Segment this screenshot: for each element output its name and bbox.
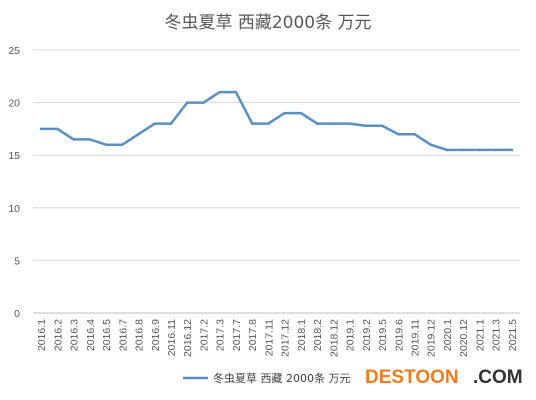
x-tick-label: 2017.11 [263, 319, 275, 356]
watermark: DESTOON .COM [365, 367, 523, 388]
x-tick-label: 2019.2 [361, 319, 373, 351]
x-tick-label: 2016.3 [69, 319, 81, 351]
watermark-destoon: DESTOON [365, 367, 459, 388]
data-point [348, 122, 351, 125]
y-tick-label: 20 [8, 98, 20, 110]
x-tick-label: 2021.5 [507, 319, 519, 351]
data-point [396, 132, 400, 136]
chart-title: 冬虫夏草 西藏2000条 万元 [164, 13, 371, 33]
x-tick-label: 2017.3 [215, 319, 227, 351]
data-point [429, 143, 433, 146]
data-point [332, 122, 335, 125]
x-tick-label: 2017.12 [280, 319, 292, 357]
data-point [413, 132, 416, 136]
x-tick-label: 2021.3 [491, 319, 503, 351]
y-tick-label: 0 [14, 308, 20, 320]
data-point [461, 148, 465, 152]
y-tick-label: 5 [14, 255, 20, 267]
x-tick-label: 2016.7 [117, 319, 129, 351]
data-point [315, 122, 319, 125]
x-tick-label: 2019.12 [426, 319, 438, 357]
x-tick-label: 2018.12 [328, 319, 340, 357]
data-point [153, 122, 157, 125]
data-point [202, 101, 205, 104]
legend: 冬虫夏草 西藏 2000条 万元 [183, 371, 350, 385]
data-point [445, 148, 449, 152]
x-tick-label: 2017.8 [247, 319, 259, 351]
data-point [218, 90, 221, 94]
gridlines [33, 49, 520, 314]
data-point [72, 138, 75, 141]
y-axis-ticks: 0 5 10 15 20 25 [8, 45, 20, 320]
x-tick-label: 2017.2 [198, 319, 210, 351]
data-point [478, 148, 481, 152]
x-tick-label: 2021.1 [474, 319, 486, 351]
x-tick-label: 2016.2 [52, 319, 64, 351]
data-point [137, 132, 140, 136]
x-tick-label: 2016.12 [182, 319, 194, 357]
x-tick-label: 2016.8 [134, 319, 146, 351]
x-tick-label: 2018.2 [312, 319, 324, 351]
x-tick-label: 2020.1 [442, 319, 454, 351]
x-tick-label: 2020.12 [458, 319, 470, 357]
data-point [364, 124, 368, 128]
x-tick-label: 2019.5 [377, 319, 389, 351]
x-tick-label: 2019.1 [345, 319, 357, 351]
watermark-com: .COM [473, 367, 523, 388]
y-tick-label: 25 [8, 45, 20, 57]
x-tick-label: 2017.7 [231, 319, 243, 351]
x-tick-label: 2016.4 [85, 319, 97, 351]
data-point [234, 90, 238, 94]
y-tick-label: 15 [8, 150, 20, 162]
x-tick-label: 2016.5 [101, 319, 113, 351]
data-point [267, 122, 270, 125]
data-point [250, 122, 254, 125]
series-lines [39, 90, 514, 152]
x-tick-label: 2018.1 [296, 319, 308, 351]
series-line [39, 90, 514, 152]
data-point [510, 148, 514, 152]
data-point [169, 122, 173, 125]
data-point [39, 127, 43, 131]
data-point [283, 111, 286, 115]
data-point [185, 101, 189, 104]
x-tick-label: 2016.11 [166, 319, 178, 356]
data-point [104, 143, 108, 146]
data-point [380, 124, 384, 128]
data-point [56, 127, 59, 131]
data-point [494, 148, 497, 152]
x-tick-label: 2019.11 [409, 319, 421, 356]
x-tick-label: 2016.9 [150, 319, 162, 351]
x-axis-ticks: 2016.1 2016.2 2016.3 2016.4 2016.5 2016.7 2016… [36, 319, 519, 357]
legend-label: 冬虫夏草 西藏 2000条 万元 [213, 371, 350, 385]
data-point [299, 111, 303, 115]
data-point [88, 138, 92, 141]
data-point [120, 143, 124, 146]
y-tick-label: 10 [8, 203, 20, 215]
x-tick-label: 2019.6 [393, 319, 405, 351]
x-tick-label: 2016.1 [36, 319, 48, 351]
